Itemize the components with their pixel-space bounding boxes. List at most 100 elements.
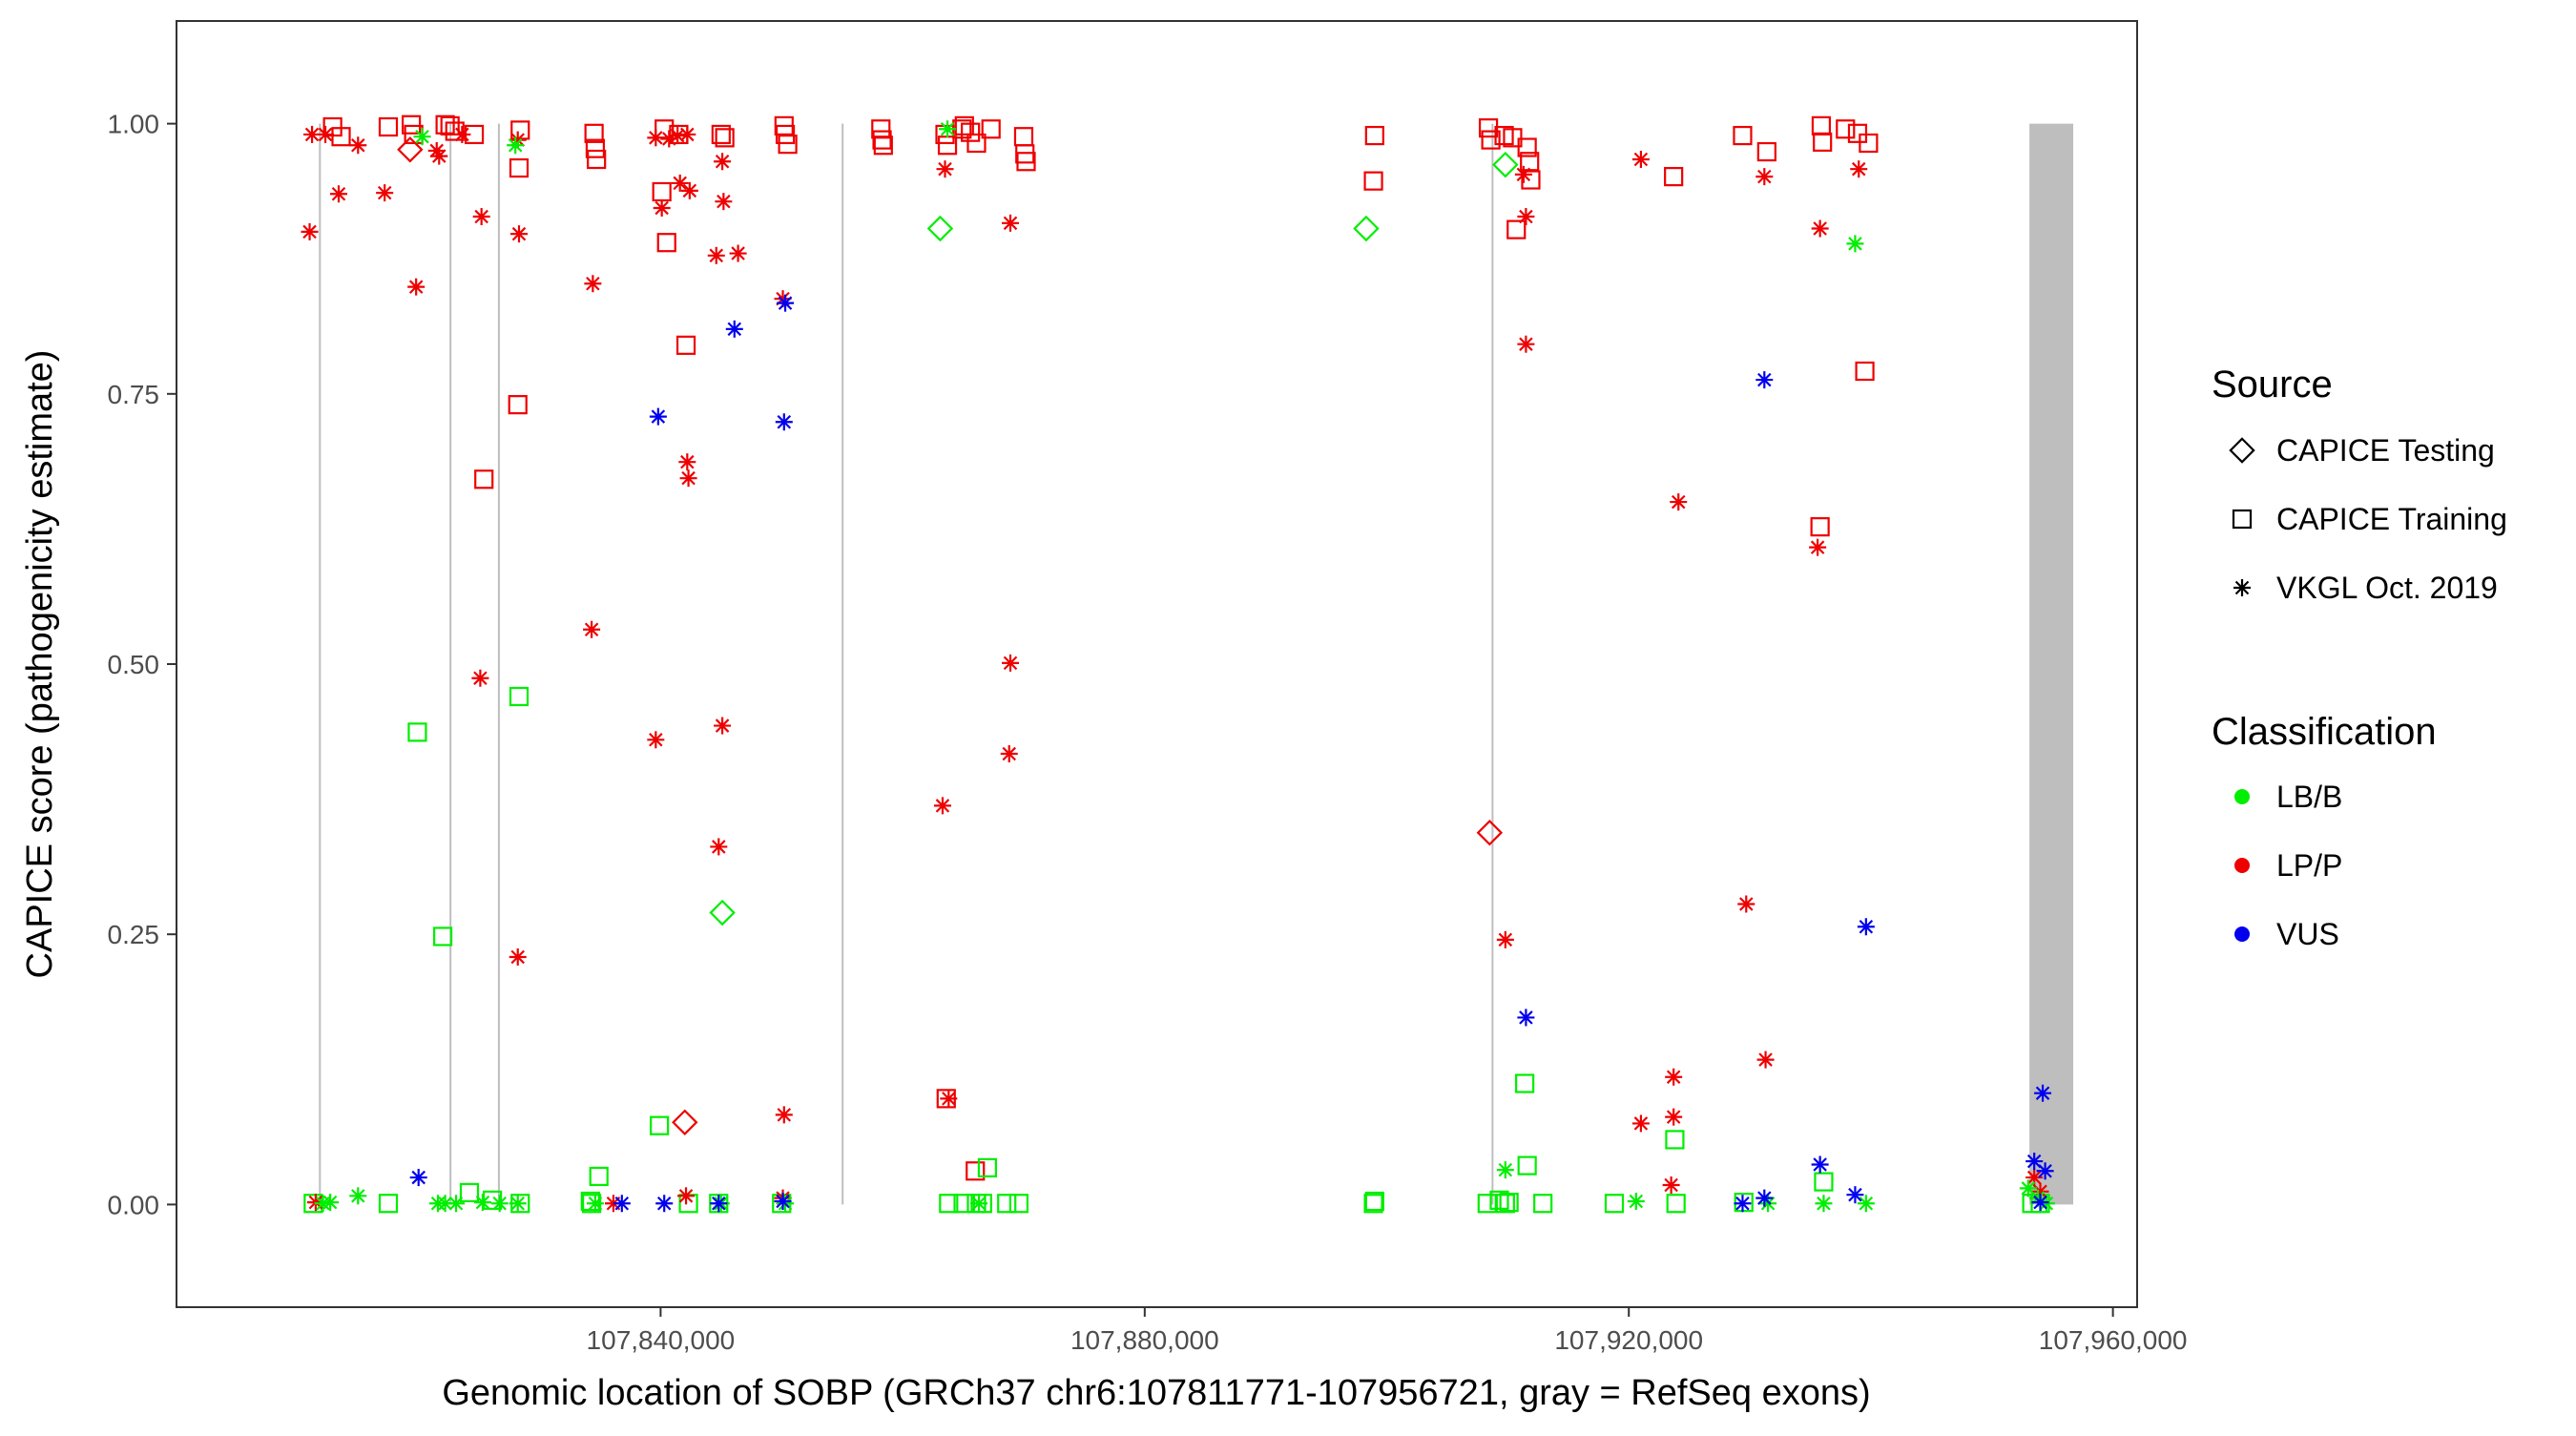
- data-point: [2031, 1194, 2049, 1212]
- data-point: [1517, 208, 1535, 226]
- data-point: [714, 153, 732, 171]
- data-point: [1847, 123, 1868, 143]
- data-point: [2019, 1179, 2037, 1197]
- data-point: [409, 1169, 427, 1187]
- data-point: [587, 149, 607, 170]
- legend-key-dot: [2234, 858, 2250, 873]
- data-point: [1666, 1194, 1686, 1214]
- data-point: [329, 185, 347, 203]
- data-point: [672, 1109, 698, 1136]
- exon-band: [319, 123, 322, 1205]
- data-point: [873, 135, 893, 156]
- data-point: [331, 127, 351, 147]
- data-point: [509, 225, 528, 243]
- data-point: [775, 1106, 793, 1124]
- data-point: [435, 114, 455, 135]
- data-point: [1604, 1194, 1625, 1214]
- data-point: [1756, 141, 1776, 162]
- data-point: [933, 797, 951, 815]
- data-point: [508, 395, 528, 415]
- data-point: [675, 335, 696, 355]
- data-point: [1353, 215, 1380, 242]
- data-point: [613, 1195, 631, 1213]
- data-point: [647, 129, 665, 147]
- exon-band: [841, 123, 844, 1205]
- data-point: [1631, 1114, 1650, 1133]
- data-point: [655, 1195, 674, 1213]
- x-tick-label: 107,960,000: [2039, 1325, 2188, 1355]
- data-point: [1665, 1068, 1683, 1086]
- data-point: [926, 215, 954, 242]
- data-point: [1814, 1172, 1834, 1192]
- legend-source-label: VKGL Oct. 2019: [2276, 571, 2498, 605]
- data-point: [1517, 1155, 1537, 1176]
- legend-key-dot: [2234, 789, 2250, 804]
- data-point: [1499, 1193, 1519, 1213]
- data-point: [1364, 1191, 1384, 1212]
- data-point: [1520, 152, 1540, 172]
- data-point: [1002, 654, 1020, 672]
- data-point: [1364, 125, 1384, 146]
- data-point: [671, 174, 689, 192]
- data-point: [1496, 930, 1514, 948]
- legend-key-asterisk: [2233, 579, 2251, 596]
- data-point: [2036, 1162, 2054, 1180]
- y-tick-label: 0.00: [108, 1190, 160, 1219]
- data-point: [473, 1194, 491, 1212]
- data-point: [649, 407, 667, 426]
- data-point: [407, 278, 426, 296]
- data-point: [707, 246, 725, 264]
- data-point: [1665, 1130, 1685, 1150]
- data-point: [507, 136, 525, 155]
- data-point: [1521, 170, 1541, 190]
- exon-band: [497, 123, 500, 1205]
- data-point: [301, 222, 319, 240]
- data-point: [1517, 335, 1535, 353]
- legend: Source CAPICE Testing CAPICE Training VKGL…: [2212, 364, 2507, 951]
- data-point: [407, 722, 427, 742]
- data-point: [1517, 1009, 1535, 1027]
- data-point: [954, 115, 974, 135]
- data-point: [430, 147, 448, 165]
- data-point: [349, 1187, 367, 1205]
- data-point: [589, 1166, 609, 1187]
- data-point: [322, 1194, 340, 1212]
- legend-classification-label: LP/P: [2276, 848, 2342, 883]
- legend-classification-label: VUS: [2276, 917, 2339, 951]
- data-point: [1737, 895, 1755, 913]
- data-point: [1533, 1194, 1553, 1214]
- data-point: [647, 731, 665, 749]
- data-point: [447, 1195, 466, 1213]
- data-point: [1631, 150, 1650, 168]
- data-point: [1846, 235, 1864, 253]
- data-point: [710, 838, 728, 856]
- data-point: [474, 469, 494, 489]
- data-point: [997, 1194, 1017, 1214]
- legend-source-title: Source: [2212, 364, 2333, 406]
- data-point: [1733, 125, 1753, 146]
- data-point: [2034, 1084, 2052, 1102]
- data-point: [977, 1157, 998, 1177]
- data-point: [580, 1191, 600, 1212]
- data-point: [729, 244, 747, 262]
- data-point: [725, 320, 743, 338]
- data-point: [936, 160, 954, 178]
- data-point: [966, 133, 987, 154]
- data-point: [1811, 1155, 1829, 1174]
- legend-key-diamond: [2229, 437, 2255, 464]
- data-point: [1481, 130, 1501, 150]
- data-point: [777, 294, 795, 312]
- plot-area: [176, 20, 2138, 1308]
- data-point: [1665, 1108, 1683, 1126]
- data-point: [376, 184, 394, 202]
- data-point: [1836, 119, 1856, 139]
- data-point: [1810, 517, 1830, 537]
- data-point: [1734, 1193, 1754, 1213]
- data-point: [1734, 1195, 1752, 1213]
- data-point: [490, 1195, 509, 1213]
- y-axis-title: CAPICE score (pathogenicity estimate): [20, 350, 60, 979]
- legend-key-dot: [2234, 926, 2250, 942]
- exon-layer: [319, 123, 2074, 1205]
- data-point: [1846, 1186, 1864, 1204]
- data-point: [509, 157, 530, 178]
